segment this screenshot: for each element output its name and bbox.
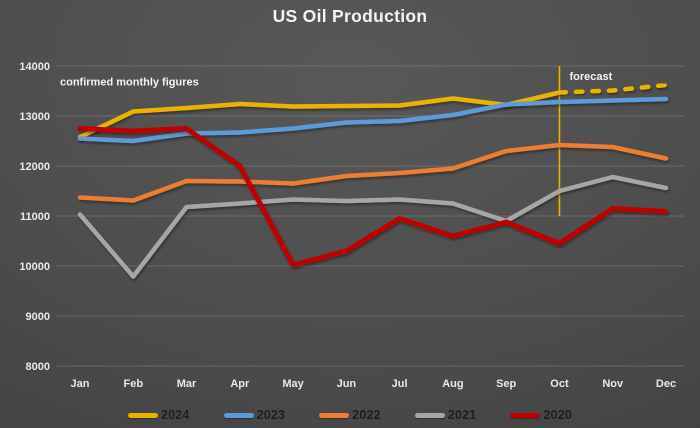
series-2024-line [77,90,562,140]
x-tick-label-jul: Jul [392,378,408,390]
y-tick-label-12000: 12000 [19,161,50,173]
series-2023-line [77,96,669,144]
x-tick-label-feb: Feb [123,378,143,390]
y-tick-label-14000: 14000 [19,61,50,73]
annotation-forecast: forecast [569,71,612,83]
legend-marker-2024 [127,412,158,418]
series-2021-line [77,174,669,279]
x-tick-label-jun: Jun [337,378,357,390]
legend-label-2024: 2024 [160,408,190,422]
x-tick-label-jan: Jan [71,378,90,390]
series-2024-forecast-line [557,82,669,95]
y-tick-label-8000: 8000 [26,361,50,373]
legend-marker-2020 [510,412,541,418]
x-tick-label-sep: Sep [496,378,516,390]
y-tick-label-10000: 10000 [19,261,50,273]
x-tick-label-aug: Aug [442,378,463,390]
x-tick-label-apr: Apr [230,378,250,390]
legend-marker-2022 [319,412,350,418]
legend-item-2021: 2021 [414,408,477,422]
annotation-confirmed: confirmed monthly figures [60,77,199,89]
legend-label-2020: 2020 [543,408,573,422]
legend-label-2023: 2023 [256,408,286,422]
y-tick-label-13000: 13000 [19,111,50,123]
x-tick-label-dec: Dec [656,378,676,390]
legend-marker-2021 [414,412,445,418]
legend-item-2024: 2024 [127,408,190,422]
legend-item-2022: 2022 [319,408,381,422]
legend-item-2020: 2020 [510,408,572,422]
legend-item-2023: 2023 [223,408,286,422]
legend-label-2022: 2022 [352,408,381,422]
chart-legend: 2024 2023 2022 2021 2020 [0,408,700,422]
chart-title: US Oil Production [272,6,428,26]
legend-marker-2023 [223,412,254,418]
x-tick-label-mar: Mar [177,378,197,390]
legend-label-2021: 2021 [447,408,477,422]
x-tick-label-oct: Oct [550,378,569,390]
x-tick-label-may: May [282,378,304,390]
x-tick-label-nov: Nov [602,378,624,390]
series-2020-line [77,126,669,268]
series-2022-line [77,142,669,203]
y-tick-label-9000: 9000 [26,311,50,323]
y-tick-label-11000: 11000 [20,211,50,223]
